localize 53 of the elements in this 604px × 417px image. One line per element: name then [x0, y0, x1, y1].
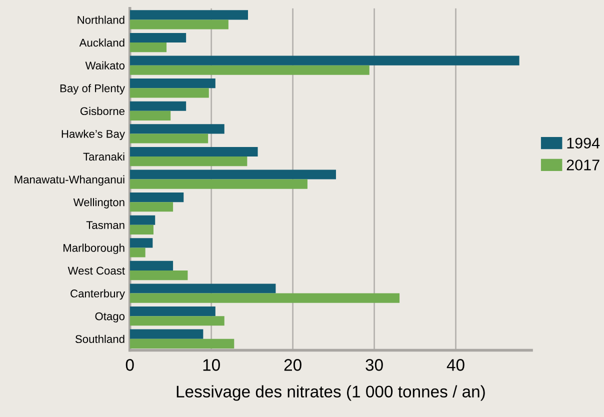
- bar: [130, 238, 153, 248]
- bar: [130, 306, 216, 316]
- y-tick-label: Waikato: [85, 61, 125, 70]
- bar: [130, 316, 224, 326]
- bar: [130, 110, 171, 120]
- bar: [130, 170, 336, 180]
- bar: [130, 146, 258, 157]
- bar: [130, 78, 216, 88]
- legend-label: 2017: [566, 160, 600, 170]
- bar: [130, 42, 167, 52]
- bar: [130, 65, 370, 75]
- bar: [130, 156, 248, 166]
- y-tick-label: Otago: [95, 312, 125, 322]
- bar: [130, 32, 186, 43]
- y-tick-label: Wellington: [73, 198, 124, 208]
- legend-label: 1994: [567, 138, 600, 149]
- bar: [130, 179, 308, 189]
- bar: [130, 284, 276, 294]
- bar: [130, 270, 188, 280]
- bar: [130, 56, 520, 66]
- x-tick-label: 30: [366, 359, 383, 371]
- bar: [130, 224, 154, 234]
- y-tick-label: Canterbury: [70, 289, 125, 300]
- y-tick-label: Northland: [78, 16, 124, 24]
- y-tick-label: West Coast: [68, 266, 125, 275]
- bar: [130, 260, 174, 270]
- y-tick-label: Auckland: [79, 38, 124, 47]
- bar: [130, 20, 228, 30]
- y-tick-label: Marlborough: [64, 244, 124, 254]
- bar: [130, 293, 400, 303]
- y-tick-label: Hawke’s Bay: [62, 130, 125, 140]
- bar: [130, 192, 184, 202]
- bar: [130, 215, 156, 225]
- bar: [130, 124, 224, 134]
- x-axis-title: Lessivage des nitrates (1 000 tonnes / an): [176, 385, 485, 401]
- x-tick-label: 0: [126, 359, 134, 371]
- x-tick-label: 40: [446, 359, 464, 371]
- bar: [130, 202, 174, 212]
- y-tick-label: Gisborne: [80, 106, 125, 116]
- x-tick-label: 10: [203, 359, 220, 371]
- bar: [130, 10, 248, 20]
- bar: [130, 248, 146, 258]
- bar: [130, 329, 204, 339]
- y-tick-label: Southland: [75, 334, 124, 344]
- x-tick-label: 20: [284, 359, 302, 371]
- y-tick-label: Manawatu-Whanganui: [14, 175, 124, 186]
- bar: [130, 88, 209, 98]
- y-tick-label: Taranaki: [83, 152, 124, 161]
- bar: [130, 134, 208, 144]
- bar: [130, 101, 186, 111]
- y-tick-label: Tasman: [86, 221, 124, 230]
- bar: [130, 338, 234, 348]
- y-tick-label: Bay of Plenty: [60, 84, 125, 94]
